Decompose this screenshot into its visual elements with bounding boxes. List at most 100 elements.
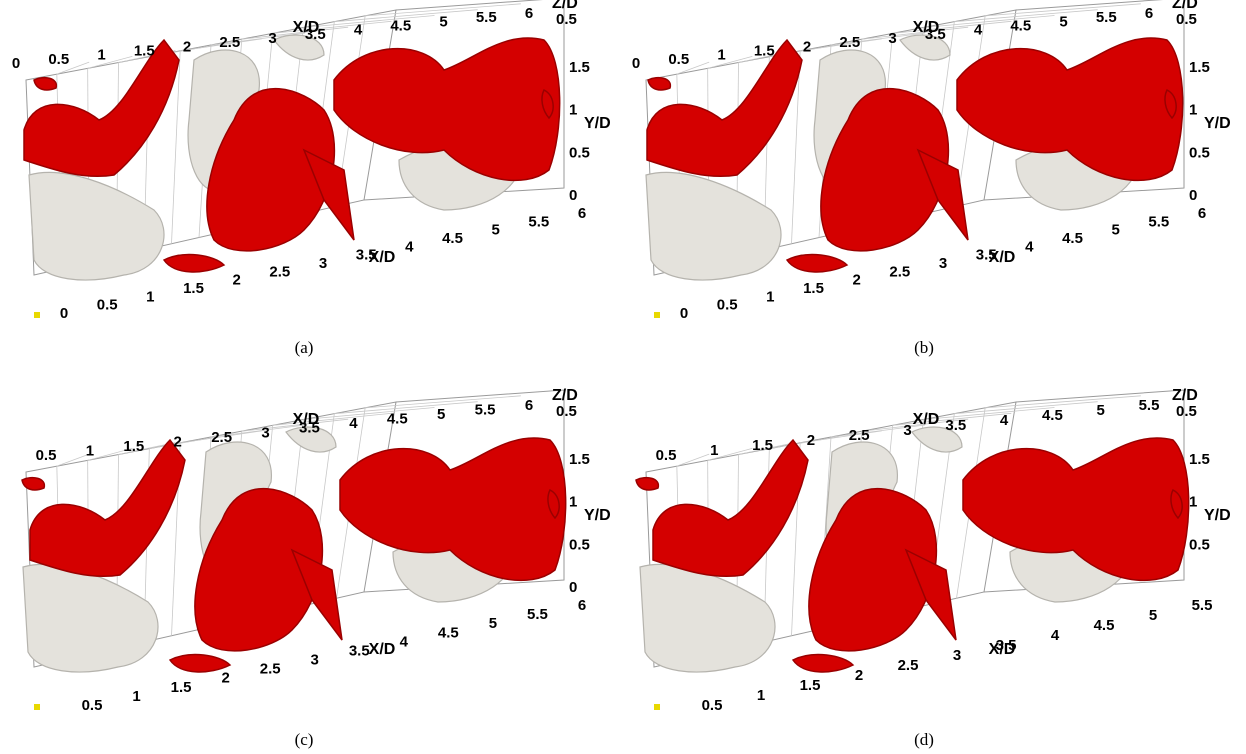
grid-line-depth [738, 442, 796, 455]
red-isosurface [647, 76, 672, 91]
red-isosurface [162, 253, 226, 273]
grid-line-depth [87, 447, 133, 461]
y-axis-title: Y/D [1204, 507, 1231, 524]
bottom-x-tick-label: 3.5 [996, 637, 1017, 654]
bottom-x-tick-label: 0.5 [702, 697, 723, 714]
y-tick-label: 0.5 [569, 536, 590, 553]
top-x-tick-label: 1.5 [134, 43, 155, 60]
grid-line-depth [272, 20, 392, 34]
red-isosurface [635, 476, 660, 491]
y-tick-label: 1 [1189, 494, 1197, 511]
panel-caption: (b) [914, 338, 934, 357]
top-x-tick-label: 3 [888, 30, 896, 47]
top-x-tick-label: 1.5 [752, 437, 773, 454]
bottom-x-tick-label: 5 [489, 615, 497, 632]
z-axis-title: Z/D [1172, 387, 1198, 404]
axis-labels: 0.5 1 1.5 2 2.5 3 3.5 4 4.5 5 5.5X/DZ/D0.51.510.5Y… [656, 387, 1231, 714]
grey-isosurface [22, 563, 159, 673]
bottom-x-axis-title: X/D [989, 249, 1016, 266]
bottom-x-tick-label: 3.5 [356, 247, 377, 264]
y-tick-label: 1 [569, 102, 577, 119]
top-x-tick-label: 1 [717, 47, 725, 64]
red-isosurface [29, 438, 186, 578]
vortex-surfaces [635, 426, 1190, 673]
grid-line-depth [334, 9, 478, 23]
top-x-tick-label: 3 [261, 424, 269, 441]
isosurface-plot: 0 0.5 1 1.5 2 2.5 3 3.5 4 4.5 5 5.5 6X/DZ/D0.51.510.… [12, 0, 611, 322]
bottom-x-tick-label: 6 [578, 205, 586, 222]
top-x-axis-title: X/D [913, 19, 940, 36]
grey-isosurface [645, 171, 782, 281]
isosurface-plot: 0.5 1 1.5 2 2.5 3 3.5 4 4.5 5 5.5 6X/DZ/D0.51.510.5… [21, 387, 611, 714]
bottom-x-tick-label: 2.5 [260, 661, 281, 678]
top-x-tick-label: 4.5 [1042, 407, 1063, 424]
grid-line-depth [676, 453, 710, 467]
grid-line-depth [676, 61, 710, 75]
z-axis-title: Z/D [552, 0, 578, 12]
y-tick-label: 0.5 [1189, 144, 1210, 161]
top-x-tick-label: 2 [803, 38, 811, 55]
grid-line-depth [861, 418, 969, 432]
panel-caption: (d) [914, 730, 934, 749]
top-x-tick-label: 2.5 [211, 429, 232, 446]
grid-line-depth [241, 26, 349, 40]
grid-line-depth [365, 395, 521, 409]
grey-isosurface [899, 34, 951, 61]
top-x-tick-label: 4 [1000, 412, 1009, 429]
top-x-tick-label: 5 [439, 13, 447, 30]
top-x-tick-label: 2.5 [219, 34, 240, 51]
y-tick-label: 0.5 [569, 144, 590, 161]
top-x-tick-label: 5 [1097, 402, 1105, 419]
z-axis-title: Z/D [1172, 0, 1198, 12]
top-x-tick-label: 3 [903, 422, 911, 439]
grid-line-depth [56, 61, 90, 75]
bottom-x-tick-label: 2.5 [898, 657, 919, 674]
red-isosurface [820, 88, 950, 252]
axis-labels: 0.5 1 1.5 2 2.5 3 3.5 4 4.5 5 5.5 6X/DZ/D0.51.510.5… [36, 387, 611, 714]
bottom-x-tick-label: 0.5 [82, 697, 103, 714]
bottom-x-tick-label: 5 [1111, 222, 1119, 239]
bottom-x-tick-label: 0 [60, 305, 68, 322]
top-x-tick-label: 0.5 [668, 51, 689, 68]
grey-isosurface [28, 171, 165, 281]
top-x-tick-label: 2 [807, 432, 815, 449]
bottom-x-tick-label: 2 [855, 667, 863, 684]
bottom-x-tick-label: 4 [1051, 627, 1060, 644]
bottom-x-tick-label: 3.5 [976, 247, 997, 264]
bottom-x-tick-label: 2 [232, 272, 240, 289]
top-x-tick-label: 5.5 [1096, 9, 1117, 26]
top-x-tick-label: 5 [1059, 13, 1067, 30]
red-isosurface [33, 76, 58, 91]
grid-line-depth [985, 3, 1141, 17]
bottom-x-tick-label: 1.5 [800, 677, 821, 694]
bottom-x-tick-label: 4 [405, 238, 414, 255]
grid-line-x [171, 50, 181, 244]
bottom-x-tick-label: 1 [766, 288, 774, 305]
top-x-tick-label: 6 [525, 5, 533, 22]
y-tick-label: 1 [1189, 102, 1197, 119]
top-x-tick-label: 2.5 [849, 427, 870, 444]
grid-line-depth [87, 55, 133, 69]
grid-line-depth [56, 453, 90, 467]
grid-line-depth [892, 20, 1012, 34]
red-isosurface [785, 253, 849, 273]
red-isosurface [339, 437, 567, 582]
bottom-x-tick-label: 6 [1198, 205, 1206, 222]
bottom-x-tick-label: 3 [319, 255, 327, 272]
top-x-tick-label: 3.5 [925, 26, 946, 43]
red-isosurface [904, 548, 957, 641]
bottom-x-tick-label: 5.5 [1192, 597, 1213, 614]
z-axis-title: Z/D [552, 387, 578, 404]
y-axis-title: Y/D [584, 507, 611, 524]
red-isosurface [962, 437, 1190, 582]
panel-b: 0 0.5 1 1.5 2 2.5 3 3.5 4 4.5 5 5.5 6 X/D Z/D 0.5 1.5 1 0.… [624, 0, 1231, 360]
grid-line-depth [954, 401, 1098, 415]
top-x-tick-label: 0 [12, 55, 20, 72]
panel-a: 0 0.5 1 1.5 2 2.5 3 3.5 4 4.5 5 5.5 6 X/D Z/D 0.5 1.5 1 0.… [4, 0, 611, 360]
grid-line-depth [180, 430, 262, 444]
grey-isosurface [639, 563, 776, 673]
red-isosurface [547, 488, 560, 520]
grid-line-x [791, 50, 801, 244]
grid-line-depth [334, 401, 478, 415]
bottom-x-tick-label: 3.5 [349, 642, 370, 659]
